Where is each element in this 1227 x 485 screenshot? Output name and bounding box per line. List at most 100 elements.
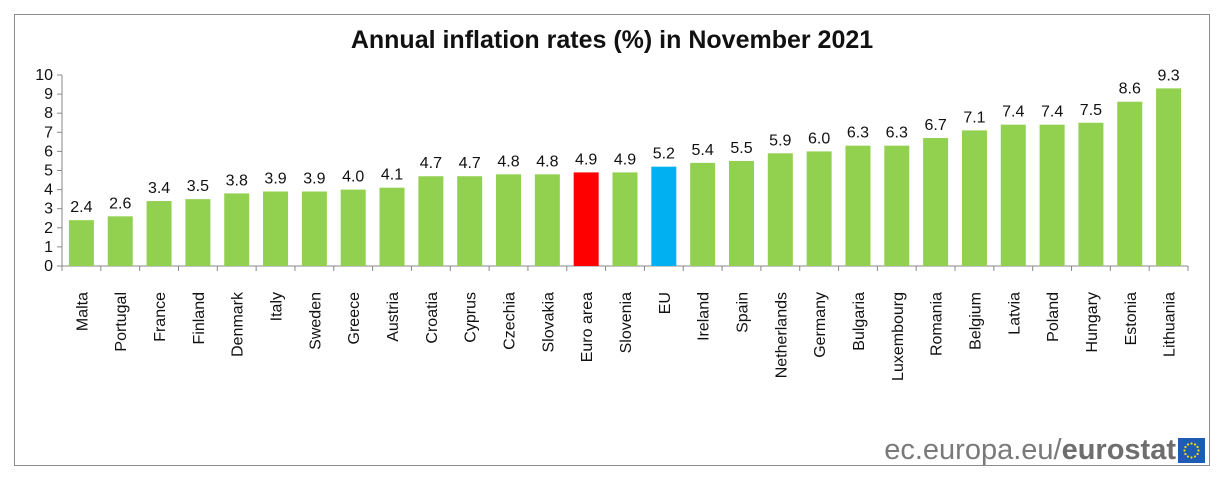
- y-tick-label: 3: [44, 201, 53, 218]
- category-label: Czechia: [502, 292, 519, 350]
- bar-luxembourg: [884, 145, 910, 266]
- value-label: 6.7: [924, 117, 946, 134]
- bar-germany: [806, 151, 832, 266]
- value-label: 4.8: [536, 153, 558, 170]
- category-label: EU: [657, 292, 674, 314]
- bar-croatia: [418, 176, 444, 266]
- value-label: 9.3: [1157, 67, 1179, 84]
- bar-bulgaria: [845, 145, 871, 266]
- value-label: 5.2: [653, 146, 675, 163]
- y-tick-label: 6: [44, 143, 53, 160]
- category-label: Italy: [269, 292, 286, 321]
- value-label: 4.1: [381, 167, 403, 184]
- bar-finland: [185, 199, 211, 266]
- category-label: Greece: [346, 292, 363, 345]
- bar-spain: [728, 160, 754, 266]
- category-label: France: [152, 292, 169, 342]
- flag-star: [1196, 445, 1199, 449]
- category-label: Luxembourg: [890, 292, 907, 381]
- bar-eu: [651, 166, 677, 266]
- y-tick-label: 8: [44, 105, 53, 122]
- y-tick-label: 5: [44, 163, 53, 180]
- value-label: 4.9: [575, 151, 597, 168]
- value-label: 7.4: [1002, 104, 1024, 121]
- flag-star: [1193, 455, 1197, 458]
- value-label: 7.5: [1080, 102, 1102, 119]
- category-label: Romania: [929, 292, 946, 356]
- bar-france: [146, 201, 172, 266]
- value-label: 6.0: [808, 130, 830, 147]
- bar-czechia: [496, 174, 522, 266]
- bar-slovenia: [612, 172, 638, 266]
- bar-portugal: [107, 216, 133, 266]
- bar-poland: [1039, 124, 1065, 266]
- bar-slovakia: [534, 174, 560, 266]
- flag-star: [1193, 443, 1197, 446]
- value-label: 6.3: [847, 125, 869, 142]
- bar-cyprus: [457, 176, 483, 266]
- bar-malta: [68, 220, 94, 266]
- value-label: 4.7: [420, 155, 442, 172]
- value-label: 6.3: [886, 125, 908, 142]
- category-label: Cyprus: [463, 292, 480, 343]
- category-label: Croatia: [424, 292, 441, 344]
- bar-lithuania: [1156, 88, 1182, 267]
- value-label: 5.9: [769, 132, 791, 149]
- eu-flag-icon: [1178, 438, 1205, 463]
- category-label: Slovakia: [540, 292, 557, 353]
- bar-belgium: [961, 130, 987, 266]
- y-tick-label: 7: [44, 124, 53, 141]
- flag-star: [1184, 445, 1187, 449]
- value-label: 5.4: [692, 142, 714, 159]
- category-label: Finland: [191, 292, 208, 344]
- category-label: Hungary: [1084, 292, 1101, 352]
- flag-star: [1190, 442, 1193, 445]
- value-label: 3.9: [264, 171, 286, 188]
- y-tick-label: 4: [44, 182, 53, 199]
- bar-hungary: [1078, 122, 1104, 266]
- bar-euro-area: [573, 172, 599, 266]
- category-label: Bulgaria: [851, 292, 868, 351]
- y-tick-label: 10: [35, 67, 53, 84]
- bar-latvia: [1000, 124, 1026, 266]
- value-label: 4.9: [614, 151, 636, 168]
- value-label: 3.5: [187, 178, 209, 195]
- category-label: Lithuania: [1162, 292, 1179, 357]
- category-label: Portugal: [113, 292, 130, 352]
- flag-star: [1197, 449, 1200, 452]
- y-tick-label: 1: [44, 239, 53, 256]
- bar-estonia: [1117, 101, 1143, 267]
- value-label: 8.6: [1119, 81, 1141, 98]
- category-label: Slovenia: [618, 292, 635, 353]
- category-label: Latvia: [1006, 292, 1023, 335]
- bar-denmark: [224, 193, 250, 266]
- value-label: 7.4: [1041, 104, 1063, 121]
- category-label: Denmark: [230, 291, 247, 357]
- y-tick-label: 2: [44, 220, 53, 237]
- value-label: 4.0: [342, 169, 364, 186]
- value-label: 3.8: [226, 172, 248, 189]
- value-label: 7.1: [963, 109, 985, 126]
- bar-ireland: [690, 162, 716, 266]
- y-tick-label: 0: [44, 258, 53, 275]
- bar-austria: [379, 187, 405, 266]
- chart-title: Annual inflation rates (%) in November 2…: [350, 26, 874, 54]
- value-label: 2.4: [70, 199, 92, 216]
- value-label: 4.7: [459, 155, 481, 172]
- category-label: Estonia: [1123, 292, 1140, 345]
- category-label: Euro area: [579, 292, 596, 362]
- value-label: 4.8: [497, 153, 519, 170]
- category-label: Germany: [812, 292, 829, 358]
- category-label: Netherlands: [773, 292, 790, 378]
- category-label: Belgium: [967, 292, 984, 350]
- category-label: Poland: [1045, 292, 1062, 342]
- flag-star: [1186, 443, 1190, 446]
- bar-romania: [923, 138, 949, 266]
- value-label: 3.4: [148, 180, 170, 197]
- bar-netherlands: [767, 153, 793, 266]
- value-label: 3.9: [303, 171, 325, 188]
- flag-star: [1196, 452, 1199, 456]
- bar-sweden: [301, 191, 327, 266]
- category-label: Ireland: [696, 292, 713, 341]
